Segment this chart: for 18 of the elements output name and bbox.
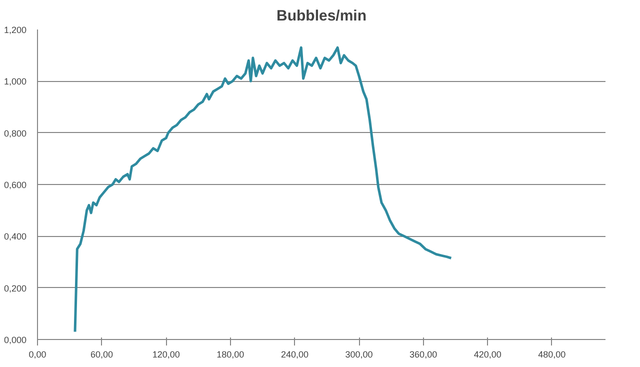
x-tick-label: 480,00 — [538, 350, 566, 360]
x-tick-label: 0,00 — [28, 350, 46, 360]
y-tick-label: 1,200 — [4, 25, 27, 35]
y-tick-label: 0,200 — [4, 283, 27, 294]
x-tick-label: 120,00 — [152, 350, 180, 360]
line-series — [74, 46, 452, 333]
x-tick-label: 60,00 — [90, 350, 114, 360]
chart-title: Bubbles/min — [276, 8, 367, 24]
x-tick-label: 420,00 — [474, 350, 502, 360]
x-tick-label: 180,00 — [216, 350, 244, 360]
x-tick-label: 240,00 — [280, 350, 308, 360]
y-tick-label: 0,600 — [4, 180, 27, 190]
y-tick-label: 1,000 — [4, 76, 27, 87]
x-tick-label: 360,00 — [410, 350, 438, 360]
y-tick-label: 0,000 — [4, 335, 27, 345]
x-tick-label: 300,00 — [345, 350, 373, 360]
y-tick-label: 0,400 — [4, 232, 27, 242]
y-tick-label: 0,800 — [4, 128, 27, 138]
